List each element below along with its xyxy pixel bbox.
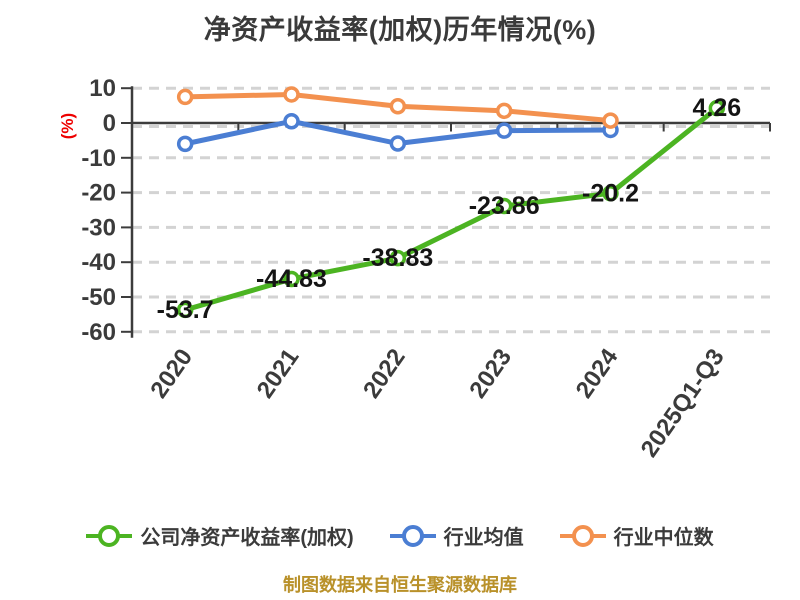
data-point-company-0: [176, 301, 194, 319]
y-tick-label: -40: [81, 249, 116, 276]
data-point-industry-median-1: [283, 86, 300, 103]
legend-marker-industry-mean: [389, 524, 436, 547]
data-label-company-1: -44.83: [256, 265, 327, 293]
series-line-company: [182, 105, 720, 313]
data-point-industry-median-0: [176, 88, 194, 106]
data-point-industry-mean-2: [389, 135, 407, 152]
data-point-industry-mean-3: [495, 122, 513, 139]
data-point-industry-mean-0: [176, 135, 194, 153]
data-point-industry-median-4: [602, 112, 619, 129]
data-label-company-4: -20.2: [582, 179, 639, 207]
data-point-company-4: [602, 185, 619, 202]
y-tick-label: -30: [81, 214, 116, 241]
legend-item-company[interactable]: 公司净资产收益率(加权): [86, 521, 354, 550]
data-point-industry-mean-1: [283, 113, 300, 130]
legend-item-industry-median[interactable]: 行业中位数: [559, 521, 714, 550]
x-tick-label: 2021: [252, 344, 305, 403]
data-label-company-0: -53.7: [157, 296, 214, 324]
y-tick-label: -20: [81, 180, 116, 207]
y-tick-label: 0: [103, 110, 116, 137]
x-tick-label: 2024: [571, 343, 624, 403]
data-point-company-2: [389, 249, 407, 267]
data-point-industry-median-2: [389, 98, 407, 115]
legend-label-industry-median: 行业中位数: [613, 527, 714, 549]
data-label-company-3: -23.86: [469, 192, 540, 220]
data-point-company-1: [283, 270, 300, 288]
legend-label-company: 公司净资产收益率(加权): [140, 527, 354, 549]
x-tick-label: 2022: [358, 344, 411, 403]
legend-item-industry-mean[interactable]: 行业均值: [389, 521, 524, 550]
y-tick-label: -60: [81, 319, 116, 346]
legend-label-industry-mean: 行业均值: [443, 527, 524, 549]
watermark-text: 制图数据来自恒生聚源数据库: [283, 575, 517, 595]
legend-marker-company: [86, 524, 133, 547]
x-tick-label: 2023: [464, 344, 517, 403]
y-tick-label: 10: [89, 75, 116, 102]
chart-title: 净资产收益率(加权)历年情况(%): [203, 15, 597, 45]
legend: 公司净资产收益率(加权) 行业均值 行业中位数: [0, 521, 800, 550]
data-point-industry-median-3: [495, 102, 513, 120]
x-tick-label: 2025Q1-Q3: [636, 344, 730, 462]
plot-area: 10 0 -10 -20 -30 -40 -50 -60 2020 2021 2022 2023 202…: [58, 75, 771, 462]
y-tick-label: -10: [81, 145, 116, 172]
legend-marker-industry-median: [559, 524, 606, 547]
data-label-company-5: 4.26: [692, 94, 741, 122]
data-label-company-2: -38.83: [362, 244, 433, 272]
data-point-company-3: [495, 197, 513, 215]
y-tick-label: -50: [81, 284, 116, 311]
x-tick-label: 2020: [145, 344, 198, 403]
y-axis-name: (%): [58, 113, 77, 139]
data-point-company-5: [708, 99, 726, 117]
